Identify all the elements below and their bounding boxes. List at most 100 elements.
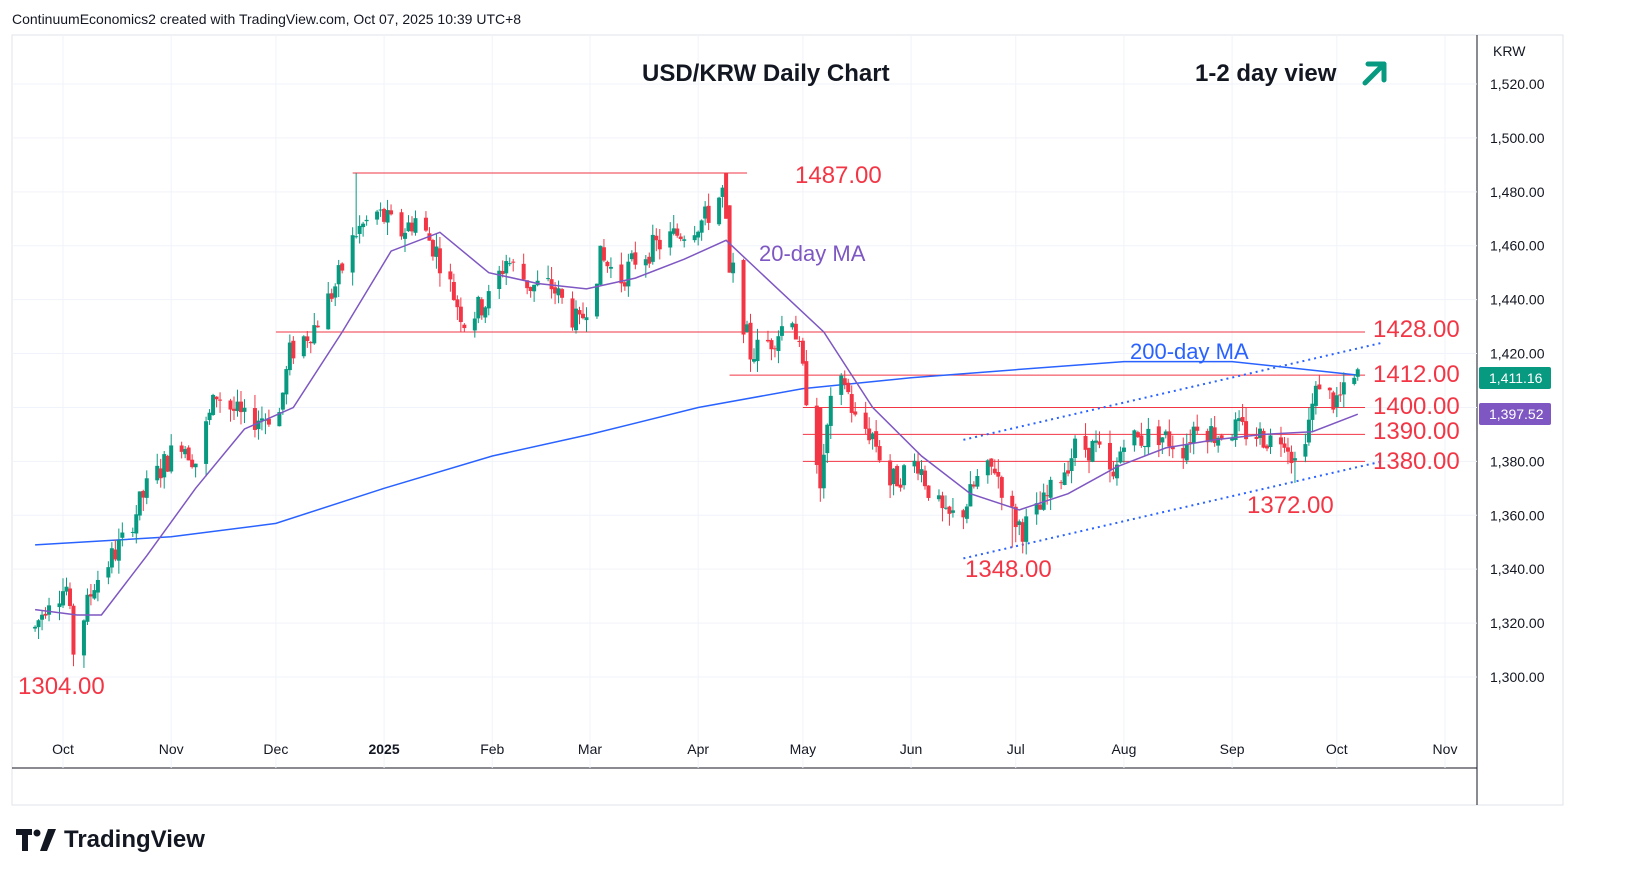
candle-body bbox=[1020, 522, 1025, 542]
candle-body bbox=[643, 259, 648, 266]
time-axis[interactable]: Oct Nov Dec 2025 Feb Mar Apr May Jun Jul Aug Sep Oct… bbox=[52, 741, 1457, 757]
candle-body bbox=[214, 396, 219, 400]
candle-body bbox=[895, 466, 900, 487]
candle-body bbox=[486, 291, 491, 309]
candle-body bbox=[867, 428, 872, 441]
candle-body bbox=[437, 248, 442, 274]
x-tick-label: Oct bbox=[1326, 741, 1348, 757]
candle-body bbox=[113, 549, 118, 560]
candle-body bbox=[1212, 427, 1217, 444]
ma200-path bbox=[35, 360, 1358, 546]
tradingview-brand[interactable]: TradingView bbox=[16, 826, 205, 854]
candle-body bbox=[553, 287, 558, 294]
candle-body bbox=[888, 460, 893, 486]
candle-body bbox=[926, 485, 931, 498]
candle-body bbox=[1170, 445, 1175, 450]
candle-body bbox=[1341, 382, 1346, 395]
candle-body bbox=[574, 308, 579, 331]
x-tick-label: Apr bbox=[687, 741, 709, 757]
candle-body bbox=[745, 324, 750, 332]
candle-body bbox=[528, 286, 533, 292]
candle-body bbox=[451, 281, 456, 301]
candle-body bbox=[336, 265, 341, 285]
candle-body bbox=[1317, 384, 1322, 390]
candle-body bbox=[1073, 438, 1078, 459]
candle-body bbox=[1327, 387, 1332, 391]
candle-body bbox=[1066, 470, 1071, 474]
candle-body bbox=[1237, 418, 1242, 422]
candle-body bbox=[1191, 426, 1196, 444]
candle-body bbox=[1219, 435, 1224, 439]
ma20-price-tag bbox=[1479, 403, 1551, 425]
candle-body bbox=[204, 421, 209, 464]
candle-body bbox=[1160, 437, 1165, 443]
candle-body bbox=[800, 340, 805, 364]
candle-body bbox=[1090, 441, 1095, 462]
candle-body bbox=[479, 299, 484, 316]
candle-body bbox=[877, 446, 882, 461]
candle-body bbox=[1268, 435, 1273, 448]
candle-body bbox=[521, 263, 526, 280]
candle-body bbox=[1334, 395, 1339, 407]
candle-body bbox=[1146, 428, 1151, 448]
candle-body bbox=[409, 222, 414, 232]
candle-body bbox=[238, 401, 243, 413]
candle-body bbox=[772, 348, 777, 350]
candle-body bbox=[703, 206, 708, 219]
candle-body bbox=[33, 626, 38, 629]
candle-body bbox=[560, 289, 565, 298]
candle-body bbox=[1289, 451, 1294, 464]
candle-body bbox=[818, 407, 823, 489]
candle-body bbox=[385, 210, 390, 223]
candle-body bbox=[1306, 419, 1311, 443]
candle-body bbox=[839, 375, 844, 395]
candle-body bbox=[120, 532, 125, 538]
y-tick-label: 1,520.00 bbox=[1490, 76, 1545, 92]
ma20-annotation: 20-day MA bbox=[759, 241, 866, 266]
candle-body bbox=[947, 506, 952, 514]
candle-body bbox=[155, 465, 160, 481]
candle-body bbox=[741, 260, 746, 335]
candle-body bbox=[577, 310, 582, 315]
ma20-price-value: 1,397.52 bbox=[1489, 406, 1544, 422]
point-label-1372: 1372.00 bbox=[1247, 492, 1334, 519]
level-label-1412: 1412.00 bbox=[1373, 361, 1460, 388]
candle-body bbox=[36, 620, 41, 628]
candle-body bbox=[629, 253, 634, 260]
x-tick-label: May bbox=[790, 741, 816, 757]
candle-body bbox=[305, 336, 310, 342]
candle-body bbox=[179, 445, 184, 452]
candle-body bbox=[266, 418, 271, 425]
currency-label: KRW bbox=[1493, 43, 1526, 59]
candle-body bbox=[228, 400, 233, 410]
candle-body bbox=[186, 447, 191, 461]
candle-body bbox=[608, 266, 613, 269]
candle-body bbox=[1303, 444, 1308, 457]
candle-body bbox=[357, 225, 362, 234]
candle-body bbox=[633, 252, 638, 265]
level-label-1380: 1380.00 bbox=[1373, 448, 1460, 475]
last-price-value: 1,411.16 bbox=[1489, 370, 1543, 386]
candle-body bbox=[1233, 419, 1238, 440]
candle-body bbox=[141, 490, 146, 498]
candle-body bbox=[308, 341, 313, 344]
chart-frame bbox=[11, 34, 1564, 806]
candle-body bbox=[1059, 482, 1064, 484]
candle-body bbox=[619, 264, 624, 284]
candle-body bbox=[389, 210, 394, 215]
candle-body bbox=[912, 460, 917, 467]
candle-body bbox=[378, 209, 383, 211]
y-tick-label: 1,420.00 bbox=[1490, 346, 1545, 362]
candle-body bbox=[500, 270, 505, 274]
candle-body bbox=[1034, 503, 1039, 515]
candle-body bbox=[483, 307, 488, 318]
candle-body bbox=[1209, 426, 1214, 442]
candle-body bbox=[1181, 447, 1186, 459]
candle-body bbox=[1097, 441, 1102, 445]
candle-body bbox=[776, 336, 781, 352]
candle-body bbox=[671, 228, 676, 234]
candle-body bbox=[940, 495, 945, 509]
candle-body bbox=[1338, 394, 1343, 396]
candle-body bbox=[1167, 431, 1172, 447]
